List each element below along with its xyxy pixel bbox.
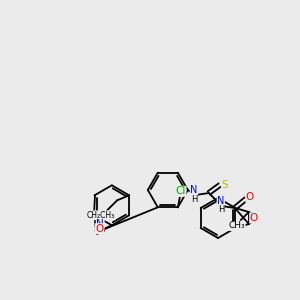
Text: N: N [217, 196, 224, 206]
Text: H: H [190, 194, 197, 203]
Text: Cl: Cl [176, 186, 186, 196]
Text: H: H [218, 205, 224, 214]
Text: CH₂CH₃: CH₂CH₃ [87, 211, 115, 220]
Text: O: O [246, 192, 254, 202]
Text: O: O [250, 213, 258, 223]
Text: S: S [221, 180, 228, 190]
Text: O: O [95, 224, 104, 234]
Text: CH₃: CH₃ [229, 221, 245, 230]
Text: N: N [190, 185, 197, 195]
Text: N: N [96, 219, 104, 229]
